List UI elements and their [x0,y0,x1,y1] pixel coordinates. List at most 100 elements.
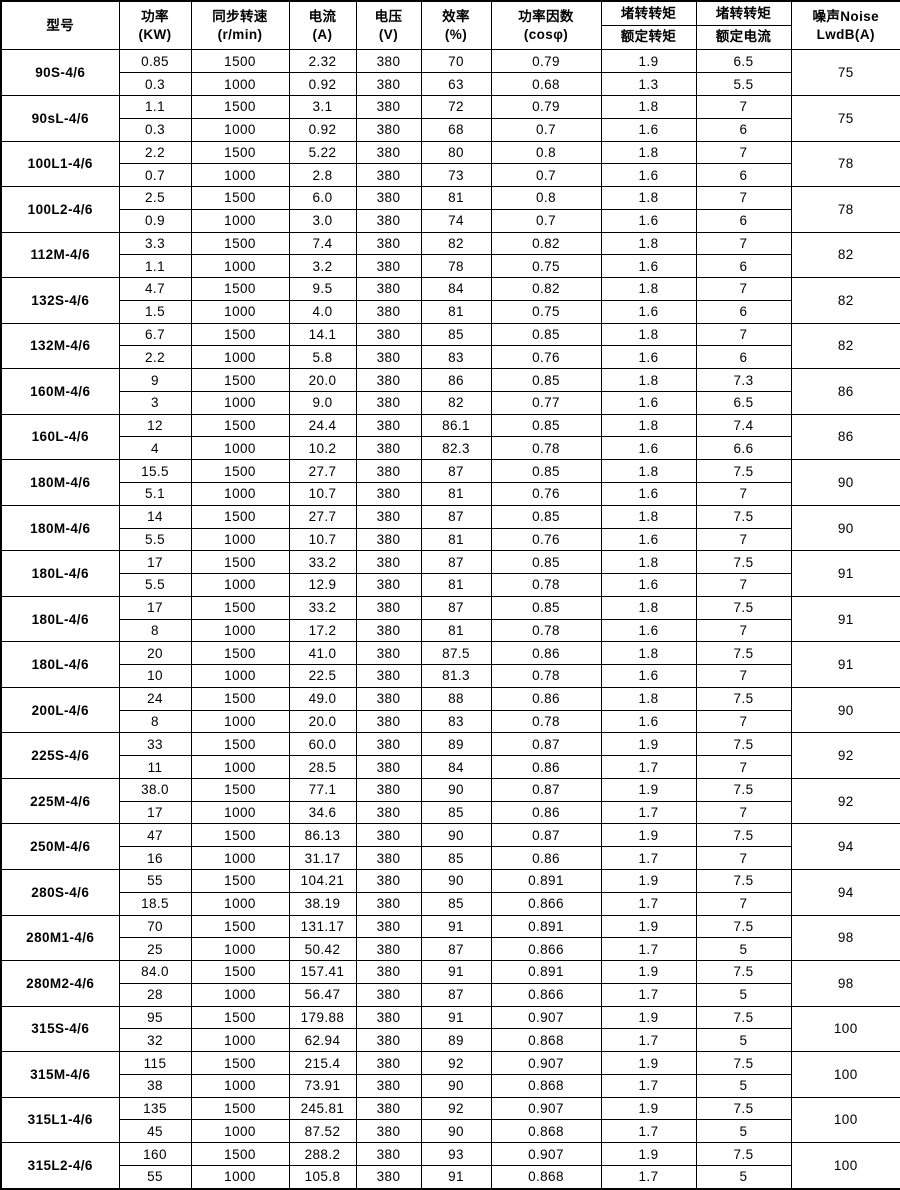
torque-ratio-cell: 1.8 [600,413,697,438]
power-cell: 115 [118,1051,192,1075]
current-ratio-cell: 6.5 [695,49,792,74]
efficiency-cell: 90 [420,869,492,893]
power-cell: 5.1 [118,481,192,506]
efficiency-cell: 82.3 [420,436,492,461]
table-row: 32 1000 62.94 380 89 0.868 1.7 5 [1,1028,900,1053]
current-cell: 9.5 [288,277,357,301]
power-factor-cell: 0.866 [490,891,602,916]
table-row: 11 1000 28.5 380 84 0.86 1.7 7 [1,755,900,779]
power-factor-cell: 0.868 [490,1164,602,1190]
power-factor-cell: 0.85 [490,459,602,483]
power-factor-cell: 0.907 [490,1142,602,1166]
noise-cell: 100 [790,1051,900,1098]
current-cell: 5.8 [288,345,357,370]
table-row: 0.3 1000 0.92 380 63 0.68 1.3 5.5 [1,72,900,96]
efficiency-cell: 70 [420,49,492,74]
torque-ratio-cell: 1.9 [600,1142,697,1166]
power-factor-cell: 0.907 [490,1051,602,1075]
speed-cell: 1000 [190,117,290,142]
table-row: 250M-4/6 47 1500 86.13 380 90 0.87 1.9 7.5 94 [0,823,900,870]
current-ratio-cell: 7 [695,755,792,779]
efficiency-cell: 87 [420,937,492,962]
torque-ratio-cell: 1.6 [600,254,697,279]
current-ratio-cell: 7 [695,231,792,256]
model-cell: 225S-4/6 [0,732,120,779]
voltage-cell: 380 [355,618,422,643]
torque-ratio-cell: 1.8 [600,322,697,347]
table-row: 0.3 1000 0.92 380 68 0.7 1.6 6 [1,117,900,142]
power-factor-cell: 0.891 [490,914,602,939]
power-cell: 70 [118,914,192,939]
efficiency-cell: 86 [420,368,492,392]
power-cell: 12 [118,413,192,438]
torque-ratio-cell: 1.9 [600,823,697,848]
current-cell: 14.1 [288,322,357,347]
power-cell: 17 [118,595,192,620]
efficiency-cell: 91 [420,960,492,984]
noise-cell: 98 [790,914,900,962]
torque-ratio-cell: 1.9 [600,1051,697,1075]
voltage-cell: 380 [355,459,422,483]
power-cell: 20 [118,641,192,666]
table-row: 315L1-4/6 135 1500 245.81 380 92 0.907 1.9 7.5 10… [0,1096,900,1144]
power-factor-cell: 0.79 [490,94,602,119]
current-cell: 157.41 [288,960,357,984]
power-factor-cell: 0.78 [490,709,602,734]
efficiency-cell: 92 [420,1051,492,1075]
current-ratio-cell: 7 [695,846,792,870]
current-cell: 73.91 [288,1073,357,1098]
power-factor-cell: 0.891 [490,869,602,893]
speed-cell: 1500 [190,595,290,620]
speed-cell: 1500 [190,277,290,301]
torque-ratio-cell: 1.8 [600,641,697,666]
model-cell: 200L-4/6 [0,686,120,734]
power-cell: 0.9 [118,208,192,233]
table-row: 45 1000 87.52 380 90 0.868 1.7 5 [1,1119,900,1144]
current-ratio-cell: 7.5 [695,550,792,575]
model-cell: 132M-4/6 [0,322,120,370]
torque-ratio-cell: 1.7 [600,891,697,916]
voltage-cell: 380 [355,504,422,529]
model-cell: 180M-4/6 [0,504,120,552]
speed-cell: 1000 [190,618,290,643]
table-row: 8 1000 20.0 380 83 0.78 1.6 7 [1,709,900,734]
model-cell: 112M-4/6 [0,231,120,279]
speed-cell: 1500 [190,231,290,256]
noise-cell: 90 [790,504,900,552]
torque-ratio-cell: 1.6 [600,664,697,688]
power-cell: 18.5 [118,891,192,916]
speed-cell: 1500 [190,1005,290,1030]
power-cell: 11 [118,755,192,779]
efficiency-cell: 88 [420,686,492,711]
voltage-cell: 380 [355,709,422,734]
torque-ratio-cell: 1.7 [600,1028,697,1053]
current-cell: 10.7 [288,481,357,506]
speed-cell: 1500 [190,322,290,347]
header-current: 电流 (A) [288,0,357,51]
power-factor-cell: 0.85 [490,595,602,620]
current-cell: 27.7 [288,459,357,483]
noise-cell: 82 [790,277,900,324]
speed-cell: 1500 [190,823,290,848]
torque-ratio-cell: 1.6 [600,481,697,506]
table-row: 5.1 1000 10.7 380 81 0.76 1.6 7 [1,481,900,506]
header-efficiency-line2: (%) [444,26,468,42]
header-voltage-line2: (V) [378,26,399,42]
voltage-cell: 380 [355,231,422,256]
power-factor-cell: 0.76 [490,345,602,370]
header-model: 型号 [0,0,120,51]
voltage-cell: 380 [355,1028,422,1053]
voltage-cell: 380 [355,823,422,848]
current-cell: 6.0 [288,186,357,210]
current-ratio-cell: 7.4 [695,413,792,438]
torque-ratio-cell: 1.6 [600,299,697,324]
speed-cell: 1500 [190,732,290,757]
torque-ratio-cell: 1.9 [600,777,697,802]
speed-cell: 1000 [190,982,290,1007]
table-row: 132M-4/6 6.7 1500 14.1 380 85 0.85 1.8 7 82 [0,322,900,370]
table-row: 180L-4/6 17 1500 33.2 380 87 0.85 1.8 7.5 91 [0,595,900,643]
power-factor-cell: 0.87 [490,777,602,802]
power-cell: 25 [118,937,192,962]
current-cell: 31.17 [288,846,357,870]
current-cell: 0.92 [288,117,357,142]
